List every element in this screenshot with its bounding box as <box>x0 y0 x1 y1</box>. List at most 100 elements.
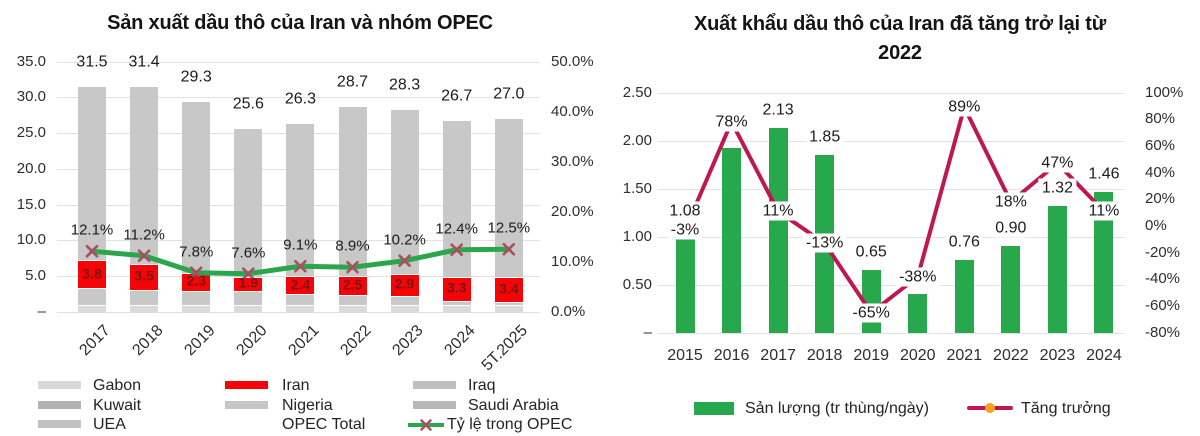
growth-pct-label: -65% <box>849 303 893 323</box>
x-axis-label-2017: 2017 <box>76 322 115 360</box>
legend-swatch <box>413 381 456 389</box>
chart-title-right-line1: Xuất khẩu dầu thô của Iran đã tăng trở l… <box>694 13 1106 35</box>
iran-value-label: 2.9 <box>394 275 415 292</box>
growth-pct-label: -3% <box>667 220 703 240</box>
share-pct-label: 10.2% <box>383 231 426 249</box>
iran-value-label: 3.8 <box>82 265 102 282</box>
x-axis-label-2024: 2024 <box>441 322 479 360</box>
growth-pct-label: -38% <box>896 267 940 287</box>
y-axis-tick-left: 15.0 <box>16 195 46 213</box>
gridline <box>658 140 1125 142</box>
x-axis-label-2017: 2017 <box>760 347 796 364</box>
iran-value-label: 1.9 <box>238 274 259 291</box>
chart-title-right-line2: 2022 <box>878 42 922 64</box>
x-axis-label-2018: 2018 <box>806 347 843 364</box>
export-value-label: 1.85 <box>806 127 844 147</box>
x-axis-label-2022: 2022 <box>337 322 375 360</box>
bar-base-band-2024 <box>442 304 471 313</box>
x-axis-label-2016: 2016 <box>713 347 750 364</box>
y-axis-tick-left: 2.50 <box>622 83 652 101</box>
y-axis-tick-right: 100% <box>1145 83 1184 101</box>
legend-label: OPEC Total <box>282 416 366 433</box>
bar-exports-2015 <box>675 229 695 333</box>
export-value-label: 2.13 <box>759 100 797 120</box>
opec-total-label: 25.6 <box>232 95 264 113</box>
y-axis-tick-left: 10.0 <box>16 231 46 249</box>
growth-pct-label: -13% <box>802 233 847 253</box>
y-axis-tick-right: 30.0% <box>551 152 594 170</box>
share-pct-label: 7.6% <box>231 244 266 262</box>
x-axis-label-2020: 2020 <box>233 322 271 360</box>
legend-label-growth: Tăng trưởng <box>1021 400 1111 417</box>
opec-total-label: 26.3 <box>284 90 316 108</box>
x-axis-label-2018: 2018 <box>128 322 167 360</box>
opec-total-label: 28.7 <box>336 73 369 91</box>
bar-iran-5T.2025 <box>494 276 523 303</box>
y-axis-tick-right: 60% <box>1145 136 1176 154</box>
y-axis-tick-right: -80% <box>1145 323 1181 341</box>
y-axis-tick-right: -40% <box>1145 270 1181 288</box>
bar-exports-2022 <box>1001 246 1021 333</box>
y-axis-tick-left: 1.50 <box>622 179 652 197</box>
bar-base-band-5T.2025 <box>494 304 523 313</box>
chart-title-left: Sản xuất dầu thô của Iran và nhóm OPEC <box>107 12 493 34</box>
y-axis-tick-left: 5.0 <box>25 266 46 284</box>
bar-exports-2017 <box>768 128 788 333</box>
x-axis-label-2019: 2019 <box>853 347 889 364</box>
bar-exports-2023 <box>1047 205 1067 333</box>
bar-exports-2016 <box>722 148 742 333</box>
legend-dot-growth <box>985 403 995 413</box>
bar-base-band-2017 <box>78 304 106 313</box>
bar-base-band-2019 <box>182 304 211 313</box>
iran-value-label: 3.3 <box>446 279 467 296</box>
bar-base-band-2021 <box>286 304 315 313</box>
legend-label: Nigeria <box>282 396 333 414</box>
y-axis-tick-right: -60% <box>1145 297 1181 315</box>
x-axis-label-2022: 2022 <box>993 347 1029 364</box>
opec-total-label: 28.3 <box>389 76 421 94</box>
y-axis-tick-left: – <box>37 302 46 320</box>
legend-swatch-production <box>694 402 734 415</box>
legend-swatch <box>38 420 81 428</box>
legend-swatch <box>38 400 81 409</box>
y-axis-tick-left: 20.0 <box>16 159 46 177</box>
chart-iran-exports: Xuất khẩu dầu thô của Iran đã tăng trở l… <box>600 0 1200 436</box>
iran-value-label: 2.3 <box>186 272 206 289</box>
opec-total-label: 27.0 <box>493 85 525 103</box>
chart-opec-production: Sản xuất dầu thô của Iran và nhóm OPEC 3… <box>16 12 594 433</box>
export-value-label: 1.08 <box>666 201 704 221</box>
y-axis-tick-left: 0.50 <box>622 275 652 293</box>
y-axis-tick-right: 40.0% <box>551 102 594 120</box>
gridline <box>658 92 1125 94</box>
growth-pct-label: 47% <box>1038 153 1077 173</box>
iran-value-label: 3.5 <box>134 267 154 284</box>
share-pct-label: 12.1% <box>70 221 114 239</box>
export-value-label: 0.76 <box>945 232 983 252</box>
legend-label: Saudi Arabia <box>468 396 559 414</box>
opec-total-label: 29.3 <box>180 68 212 86</box>
legend-swatch <box>38 381 81 389</box>
y-axis-tick-right: 50.0% <box>551 52 594 70</box>
growth-pct-label: 78% <box>712 112 751 132</box>
legend-label: Kuwait <box>93 396 142 414</box>
export-value-label: 0.90 <box>992 218 1030 238</box>
x-axis-label-2023: 2023 <box>1039 347 1076 364</box>
legend-swatch <box>225 400 268 409</box>
iran-value-label: 3.4 <box>499 280 519 297</box>
growth-pct-label: 11% <box>1085 201 1123 221</box>
y-axis-tick-left: 35.0 <box>16 52 46 70</box>
growth-pct-label: 18% <box>991 192 1030 212</box>
export-value-label: 1.46 <box>1085 164 1123 184</box>
share-pct-label: 12.4% <box>435 220 478 238</box>
share-pct-label: 11.2% <box>123 226 165 244</box>
legend-label: Iraq <box>468 377 496 394</box>
bar-exports-2019 <box>861 270 881 333</box>
share-pct-label: 12.5% <box>487 219 531 237</box>
legend-label: Iran <box>282 377 310 394</box>
y-axis-tick-left: 1.00 <box>622 227 652 245</box>
growth-pct-label: 11% <box>759 201 797 221</box>
bar-exports-2021 <box>954 259 974 333</box>
legend-label: Tỷ lệ trong OPEC <box>447 416 573 433</box>
x-axis-label-2019: 2019 <box>181 322 219 360</box>
gridline <box>57 97 540 99</box>
